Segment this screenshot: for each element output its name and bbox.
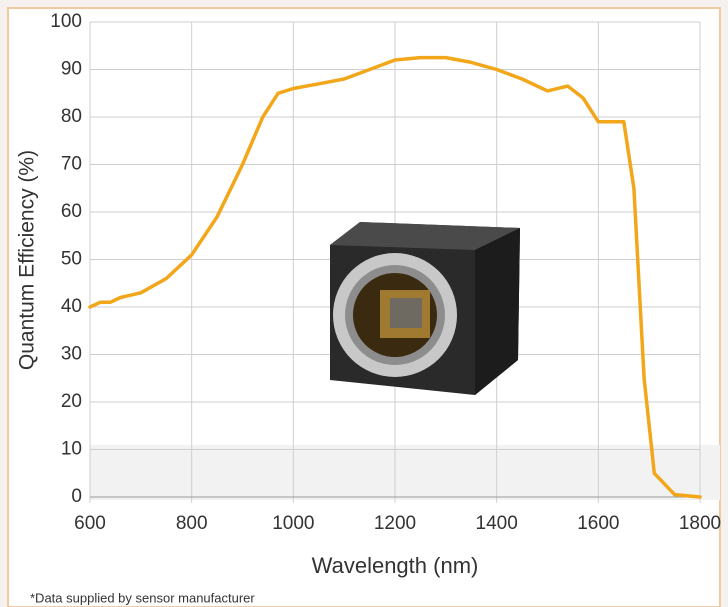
y-tick-label: 50 [61, 249, 82, 270]
y-tick-label: 70 [61, 154, 82, 175]
plot-band [90, 445, 720, 500]
x-tick-label: 800 [176, 513, 208, 534]
y-tick-label: 90 [61, 59, 82, 80]
x-tick-label: 1800 [679, 513, 721, 534]
x-tick-label: 1600 [577, 513, 619, 534]
x-tick-label: 1000 [272, 513, 314, 534]
y-tick-label: 10 [61, 439, 82, 460]
y-tick-label: 80 [61, 106, 82, 127]
x-tick-label: 1400 [476, 513, 518, 534]
y-tick-label: 60 [61, 201, 82, 222]
y-tick-label: 40 [61, 296, 82, 317]
camera-image [330, 222, 520, 395]
y-axis-label: Quantum Efficiency (%) [16, 150, 39, 370]
x-tick-label: 600 [74, 513, 106, 534]
y-tick-label: 30 [61, 344, 82, 365]
y-tick-label: 20 [61, 391, 82, 412]
footnote: *Data supplied by sensor manufacturer [30, 590, 255, 605]
chart: Quantum Efficiency (%) Wavelength (nm) *… [0, 0, 728, 607]
x-tick-label: 1200 [374, 513, 416, 534]
y-tick-label: 0 [71, 486, 82, 507]
page: {"chart_data": {"type": "line", "x_label… [0, 0, 728, 607]
y-tick-label: 100 [50, 11, 82, 32]
x-axis-label: Wavelength (nm) [312, 553, 479, 578]
